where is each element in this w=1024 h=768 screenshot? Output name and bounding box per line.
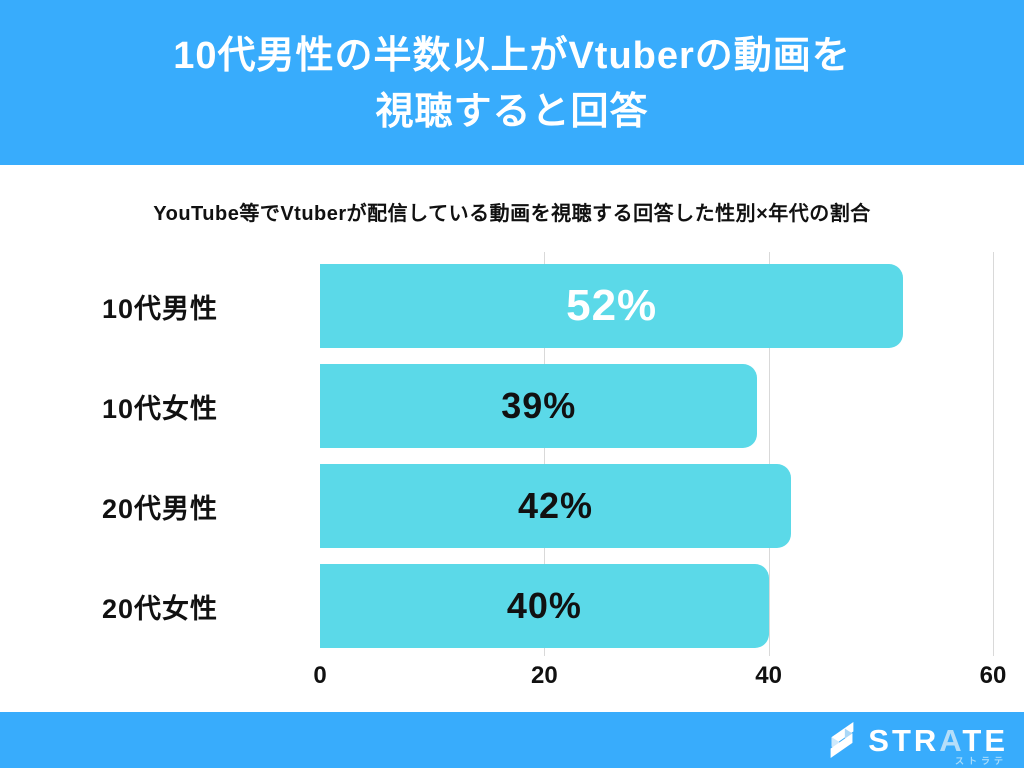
bar-value-label: 42% [518, 485, 594, 526]
gridline-60 [993, 252, 994, 656]
chart-subtitle: YouTube等でVtuberが配信している動画を視聴する回答した性別×年代の割… [153, 203, 871, 225]
main-title-line2: 視聴すると回答 [375, 90, 649, 133]
strate-logo-text: STRATE [868, 722, 1008, 758]
bar: 40% [320, 564, 769, 648]
x-axis-tick: 40 [755, 662, 783, 689]
header-banner: 10代男性の半数以上がVtuberの動画を 視聴すると回答 [0, 0, 1024, 165]
bar-track: 39% [320, 364, 993, 448]
bar-row: 10代女性 39% [60, 356, 993, 456]
bar-row: 20代女性 40% [60, 556, 993, 656]
chart-plot-area: 10代男性 52% 10代女性 39% 20代男性 42% 20代女性 40% [60, 252, 994, 656]
x-axis-tick: 60 [979, 662, 1007, 689]
bar-track: 42% [320, 464, 993, 548]
strate-logo: STRATE ストラテ [824, 712, 1010, 768]
main-title-line1: 10代男性の半数以上がVtuberの動画を [173, 34, 851, 77]
bar-track: 40% [320, 564, 993, 648]
bar-value-label: 52% [566, 281, 658, 330]
gridline-20 [544, 252, 546, 656]
x-axis-tick: 0 [313, 662, 327, 689]
footer-banner: STRATE ストラテ [0, 712, 1024, 768]
bar: 52% [320, 264, 904, 348]
strate-logo-text-wrap: STRATE ストラテ [868, 722, 1010, 766]
bar-chart: 10代男性 52% 10代女性 39% 20代男性 42% 20代女性 40% 0 20 40 60 [60, 252, 1006, 696]
bar: 42% [320, 464, 792, 548]
x-axis-tick: 20 [530, 662, 558, 689]
category-label: 20代男性 [101, 493, 219, 524]
bar-value-label: 40% [506, 585, 582, 626]
category-label: 10代女性 [101, 393, 219, 424]
strate-logo-icon [830, 722, 854, 758]
category-label: 20代女性 [101, 593, 219, 624]
bar-track: 52% [320, 264, 993, 348]
bar: 39% [320, 364, 758, 448]
bar-row: 10代男性 52% [60, 256, 993, 356]
bar-row: 20代男性 42% [60, 456, 993, 556]
x-axis: 0 20 40 60 [313, 656, 1006, 696]
gridline-40 [768, 252, 770, 656]
gridline-layer [320, 252, 994, 656]
category-label: 10代男性 [101, 293, 219, 324]
strate-logo-katakana: ストラテ [954, 755, 1007, 766]
bar-value-label: 39% [501, 385, 577, 426]
